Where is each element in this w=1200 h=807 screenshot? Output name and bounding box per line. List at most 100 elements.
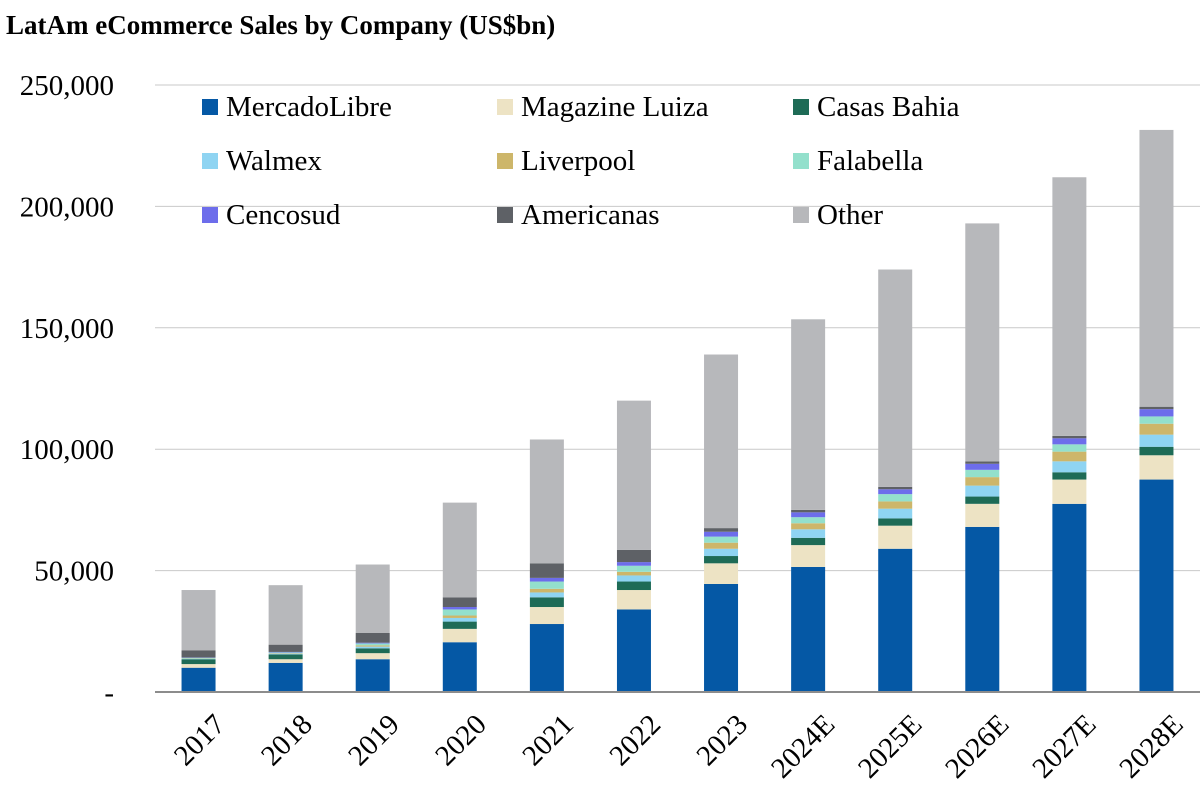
bar-segment-cencosud-2023: [704, 531, 739, 537]
x-tick-label: 2023: [690, 708, 754, 772]
bar-segment-magazine-luiza-2028E: [1139, 455, 1174, 480]
bar-segment-magazine-luiza-2019: [355, 653, 390, 660]
x-tick-label: 2018: [255, 708, 319, 772]
bar-segment-falabella-2019: [355, 643, 390, 646]
bar-segment-mercadolibre-2020: [442, 642, 477, 692]
bar-segment-magazine-luiza-2023: [704, 563, 739, 584]
bar-segment-casas-bahia-2020: [442, 621, 477, 629]
bar-segment-americanas-2026E: [965, 461, 1000, 464]
chart-title: LatAm eCommerce Sales by Company (US$bn): [6, 10, 556, 40]
bar-segment-magazine-luiza-2022: [616, 590, 651, 610]
bar-segment-casas-bahia-2025E: [878, 518, 913, 526]
bar-segment-other-2026E: [965, 223, 1000, 462]
bar-segment-casas-bahia-2024E: [791, 537, 826, 546]
bar-stack-2020: [442, 502, 477, 692]
bar-segment-liverpool-2021: [529, 588, 564, 593]
bar-segment-americanas-2017: [181, 650, 216, 658]
x-tick-label: 2017: [168, 708, 232, 772]
legend-item-magazine-luiza: Magazine Luiza: [497, 91, 709, 123]
bar-segment-cencosud-2025E: [878, 489, 913, 495]
bar-segment-magazine-luiza-2025E: [878, 525, 913, 549]
bar-segment-americanas-2025E: [878, 486, 913, 490]
legend-label: Walmex: [226, 145, 322, 177]
bar-segment-falabella-2020: [442, 609, 477, 616]
bar-segment-mercadolibre-2017: [181, 667, 216, 692]
legend-label: MercadoLibre: [226, 91, 392, 123]
bar-stack-2027E: [1052, 177, 1087, 692]
bar-segment-falabella-2017: [181, 657, 216, 659]
bar-segment-magazine-luiza-2027E: [1052, 479, 1087, 504]
bars: [181, 129, 1174, 692]
bar-segment-mercadolibre-2019: [355, 659, 390, 692]
bar-segment-falabella-2025E: [878, 494, 913, 502]
bar-segment-walmex-2027E: [1052, 461, 1087, 473]
bar-segment-casas-bahia-2023: [704, 556, 739, 564]
bar-segment-falabella-2026E: [965, 469, 1000, 478]
x-axis-ticks: 2017 2018 2019 2020 2021 2022 2023 2024E 2025E 20…: [168, 708, 1190, 784]
bar-stack-2019: [355, 564, 390, 692]
bar-segment-americanas-2021: [529, 563, 564, 578]
y-tick-label: 250,000: [20, 70, 114, 102]
bar-segment-walmex-2026E: [965, 485, 1000, 497]
bar-segment-other-2028E: [1139, 129, 1174, 407]
legend-item-casas-bahia: Casas Bahia: [793, 91, 960, 123]
bar-segment-walmex-2028E: [1139, 434, 1174, 447]
bar-stack-2025E: [878, 269, 913, 692]
bar-segment-walmex-2022: [616, 575, 651, 582]
bar-segment-falabella-2028E: [1139, 416, 1174, 424]
bar-segment-falabella-2023: [704, 536, 739, 543]
bar-stack-2028E: [1139, 129, 1174, 692]
bar-segment-liverpool-2026E: [965, 477, 1000, 486]
y-tick-label: 150,000: [20, 313, 114, 345]
legend-swatch: [793, 153, 809, 169]
bar-segment-other-2018: [268, 585, 303, 645]
bar-segment-cencosud-2028E: [1139, 409, 1174, 417]
bar-segment-liverpool-2019: [355, 645, 390, 647]
y-tick-label: 100,000: [20, 434, 114, 466]
bar-segment-other-2027E: [1052, 177, 1087, 436]
bar-segment-walmex-2020: [442, 617, 477, 622]
legend-label: Other: [817, 199, 883, 231]
bar-segment-mercadolibre-2028E: [1139, 479, 1174, 692]
bar-segment-walmex-2018: [268, 653, 303, 655]
bar-segment-cencosud-2021: [529, 577, 564, 582]
bar-segment-other-2021: [529, 439, 564, 564]
legend-swatch: [497, 99, 513, 115]
x-tick-label: 2024E: [765, 708, 841, 784]
bar-segment-other-2023: [704, 354, 739, 529]
legend-swatch: [202, 153, 218, 169]
legend-label: Liverpool: [521, 145, 635, 177]
legend-item-walmex: Walmex: [202, 145, 322, 177]
bar-segment-magazine-luiza-2017: [181, 664, 216, 668]
bar-segment-falabella-2027E: [1052, 444, 1087, 452]
bar-segment-cencosud-2024E: [791, 512, 826, 518]
x-tick-label: 2022: [603, 708, 667, 772]
legend-label: Falabella: [817, 145, 923, 177]
bar-stack-2017: [181, 590, 216, 692]
x-tick-label: 2019: [342, 708, 406, 772]
legend-swatch: [202, 99, 218, 115]
bar-segment-americanas-2027E: [1052, 435, 1087, 439]
x-tick-label: 2020: [429, 708, 493, 772]
gridlines: [155, 84, 1200, 572]
bar-segment-other-2020: [442, 502, 477, 598]
legend-label: Magazine Luiza: [521, 91, 709, 123]
bar-segment-cencosud-2026E: [965, 463, 1000, 470]
legend-swatch: [202, 207, 218, 223]
legend-item-mercadolibre: MercadoLibre: [202, 91, 392, 123]
bar-segment-cencosud-2027E: [1052, 438, 1087, 445]
bar-segment-walmex-2025E: [878, 508, 913, 519]
bar-segment-mercadolibre-2018: [268, 662, 303, 692]
legend-item-liverpool: Liverpool: [497, 145, 635, 177]
bar-segment-other-2025E: [878, 269, 913, 487]
bar-segment-casas-bahia-2018: [268, 654, 303, 660]
legend-label: Casas Bahia: [817, 91, 960, 123]
legend-item-americanas: Americanas: [497, 199, 660, 231]
bar-segment-cencosud-2020: [442, 607, 477, 610]
bar-segment-mercadolibre-2025E: [878, 548, 913, 692]
bar-segment-americanas-2024E: [791, 509, 826, 513]
bar-segment-liverpool-2024E: [791, 523, 826, 530]
legend-item-other: Other: [793, 199, 883, 231]
bar-segment-liverpool-2028E: [1139, 423, 1174, 435]
bar-segment-mercadolibre-2022: [616, 609, 651, 692]
